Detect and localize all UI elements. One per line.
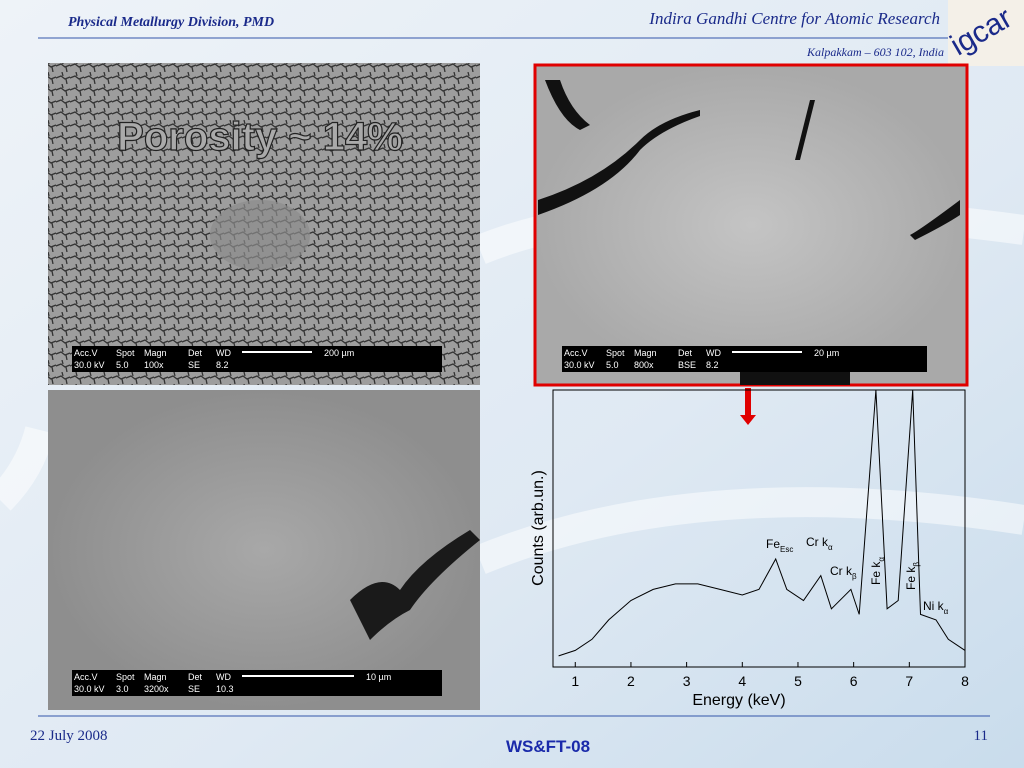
peak-label-sub: β bbox=[912, 562, 921, 567]
peak-label: FeEsc bbox=[766, 537, 793, 554]
peak-label-sub: α bbox=[877, 557, 886, 562]
info-value: 5.0 bbox=[606, 360, 619, 370]
info-label: Magn bbox=[144, 348, 167, 358]
peak-label: Fe kβ bbox=[904, 562, 921, 590]
info-label: Magn bbox=[634, 348, 657, 358]
info-bar bbox=[72, 346, 442, 372]
info-value: 30.0 kV bbox=[74, 360, 105, 370]
peak-label-sub: α bbox=[944, 607, 949, 616]
scale-label: 20 µm bbox=[814, 348, 839, 358]
info-value: 3200x bbox=[144, 684, 169, 694]
info-label: Spot bbox=[606, 348, 625, 358]
peak-label-text: Cr k bbox=[806, 535, 829, 549]
info-label: WD bbox=[216, 672, 231, 682]
info-label: Acc.V bbox=[74, 348, 98, 358]
peak-label-text: Fe k bbox=[904, 566, 918, 590]
x-tick-label: 1 bbox=[571, 673, 579, 689]
info-value: 8.2 bbox=[216, 360, 229, 370]
logo-box bbox=[948, 0, 1024, 66]
image-3 bbox=[48, 390, 480, 710]
peak-label-text: Fe bbox=[766, 537, 780, 551]
institute: Indira Gandhi Centre for Atomic Research bbox=[648, 9, 940, 28]
x-tick-label: 2 bbox=[627, 673, 635, 689]
info-label: Acc.V bbox=[564, 348, 588, 358]
spectrum-line bbox=[558, 389, 966, 657]
info-label: WD bbox=[706, 348, 721, 358]
page-number: 11 bbox=[974, 728, 988, 744]
division: Physical Metallurgy Division, PMD bbox=[68, 15, 274, 30]
info-value: 100x bbox=[144, 360, 164, 370]
x-tick-label: 5 bbox=[794, 673, 802, 689]
peak-label-sub: Esc bbox=[780, 545, 793, 554]
x-axis-label: Energy (keV) bbox=[692, 692, 785, 709]
event: WS&FT-08 bbox=[506, 737, 590, 756]
info-value: SE bbox=[188, 684, 200, 694]
info-label: Spot bbox=[116, 672, 135, 682]
arrow bbox=[740, 388, 756, 425]
peak-label: Ni kα bbox=[923, 599, 949, 616]
image-2 bbox=[533, 63, 969, 387]
info-value: 30.0 kV bbox=[564, 360, 595, 370]
info-value: 10.3 bbox=[216, 684, 234, 694]
info-value: 8.2 bbox=[706, 360, 719, 370]
info-bar bbox=[562, 346, 927, 372]
info-value: 800x bbox=[634, 360, 654, 370]
info-label: Det bbox=[188, 672, 203, 682]
address: Kalpakkam – 603 102, India bbox=[806, 45, 944, 59]
scale-label: 200 µm bbox=[324, 348, 354, 358]
info-label: Magn bbox=[144, 672, 167, 682]
x-tick-label: 7 bbox=[905, 673, 913, 689]
y-axis-label: Counts (arb.un.) bbox=[530, 470, 547, 586]
peak-label: Cr kα bbox=[806, 535, 833, 552]
image-1: Porosity ~ 14% bbox=[48, 63, 480, 385]
overlay-text: Porosity ~ 14% bbox=[117, 115, 403, 159]
info-value: 30.0 kV bbox=[74, 684, 105, 694]
plot-frame bbox=[552, 389, 966, 668]
x-tick-label: 8 bbox=[961, 673, 969, 689]
x-tick-label: 3 bbox=[683, 673, 691, 689]
peak-label-sub: β bbox=[852, 572, 857, 581]
peak-label-text: Cr k bbox=[830, 564, 853, 578]
info-label: WD bbox=[216, 348, 231, 358]
x-tick-label: 6 bbox=[850, 673, 858, 689]
info-label: Det bbox=[678, 348, 693, 358]
date: 22 July 2008 bbox=[30, 728, 108, 744]
peak-label-text: Ni k bbox=[923, 599, 945, 613]
info-value: 5.0 bbox=[116, 360, 129, 370]
peak-label: Fe kα bbox=[869, 557, 886, 585]
scale-label: 10 µm bbox=[366, 672, 391, 682]
info-value: SE bbox=[188, 360, 200, 370]
info-label: Det bbox=[188, 348, 203, 358]
info-bar bbox=[72, 670, 442, 696]
peak-label-text: Fe k bbox=[869, 561, 883, 585]
info-label: Spot bbox=[116, 348, 135, 358]
info-value: BSE bbox=[678, 360, 696, 370]
info-value: 3.0 bbox=[116, 684, 129, 694]
peak-label-sub: α bbox=[828, 543, 833, 552]
peak-label: Cr kβ bbox=[830, 564, 857, 581]
info-label: Acc.V bbox=[74, 672, 98, 682]
x-tick-label: 4 bbox=[738, 673, 746, 689]
